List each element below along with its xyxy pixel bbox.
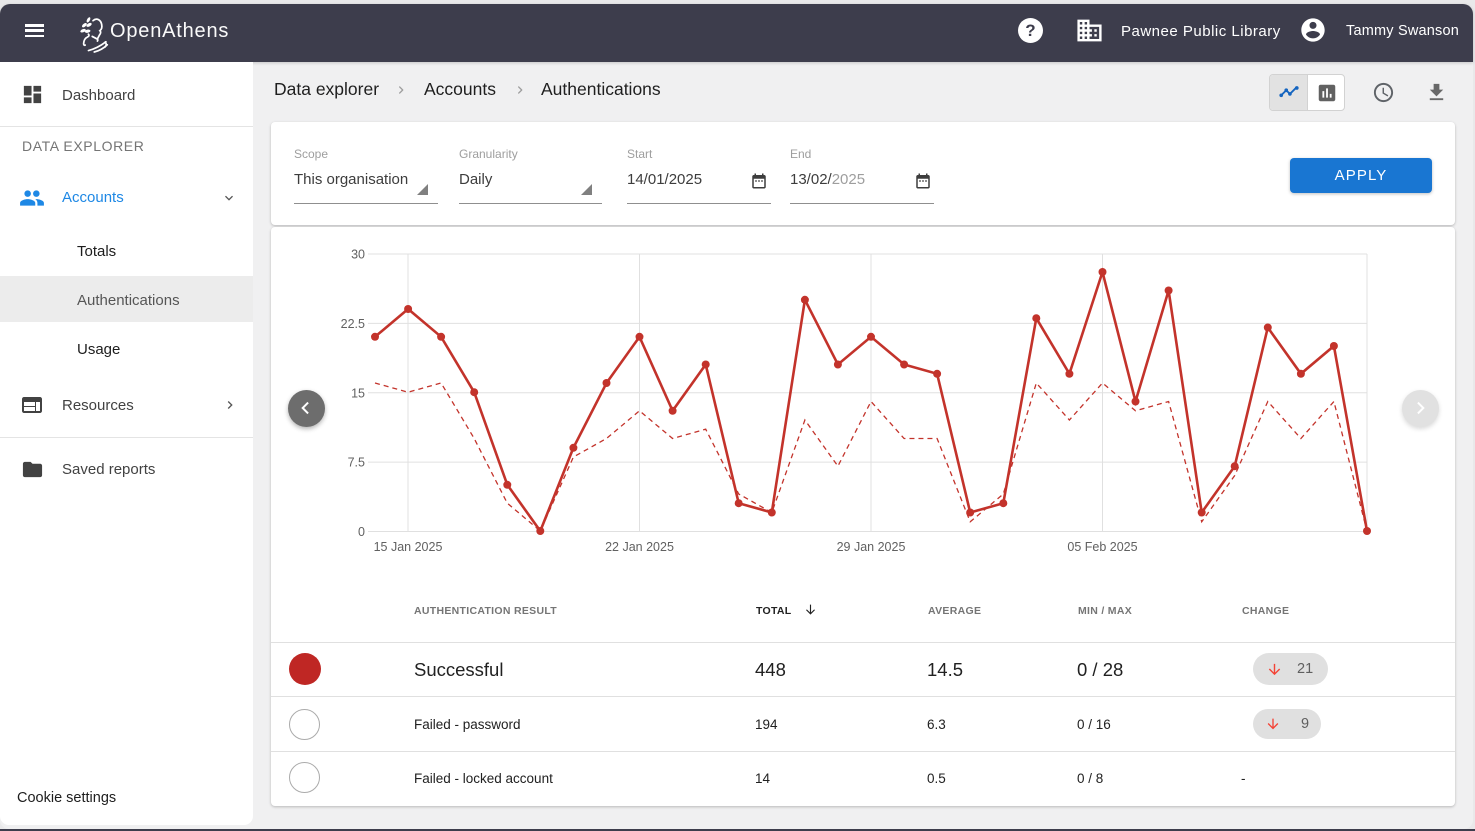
svg-text:22.5: 22.5 (341, 317, 365, 331)
svg-text:22 Jan 2025: 22 Jan 2025 (605, 540, 674, 554)
svg-text:30: 30 (351, 248, 365, 262)
svg-text:0: 0 (358, 525, 365, 539)
svg-text:05 Feb 2025: 05 Feb 2025 (1067, 540, 1137, 554)
svg-text:15 Jan 2025: 15 Jan 2025 (374, 540, 443, 554)
svg-text:29 Jan 2025: 29 Jan 2025 (837, 540, 906, 554)
svg-text:15: 15 (351, 386, 365, 400)
svg-text:7.5: 7.5 (348, 456, 365, 470)
